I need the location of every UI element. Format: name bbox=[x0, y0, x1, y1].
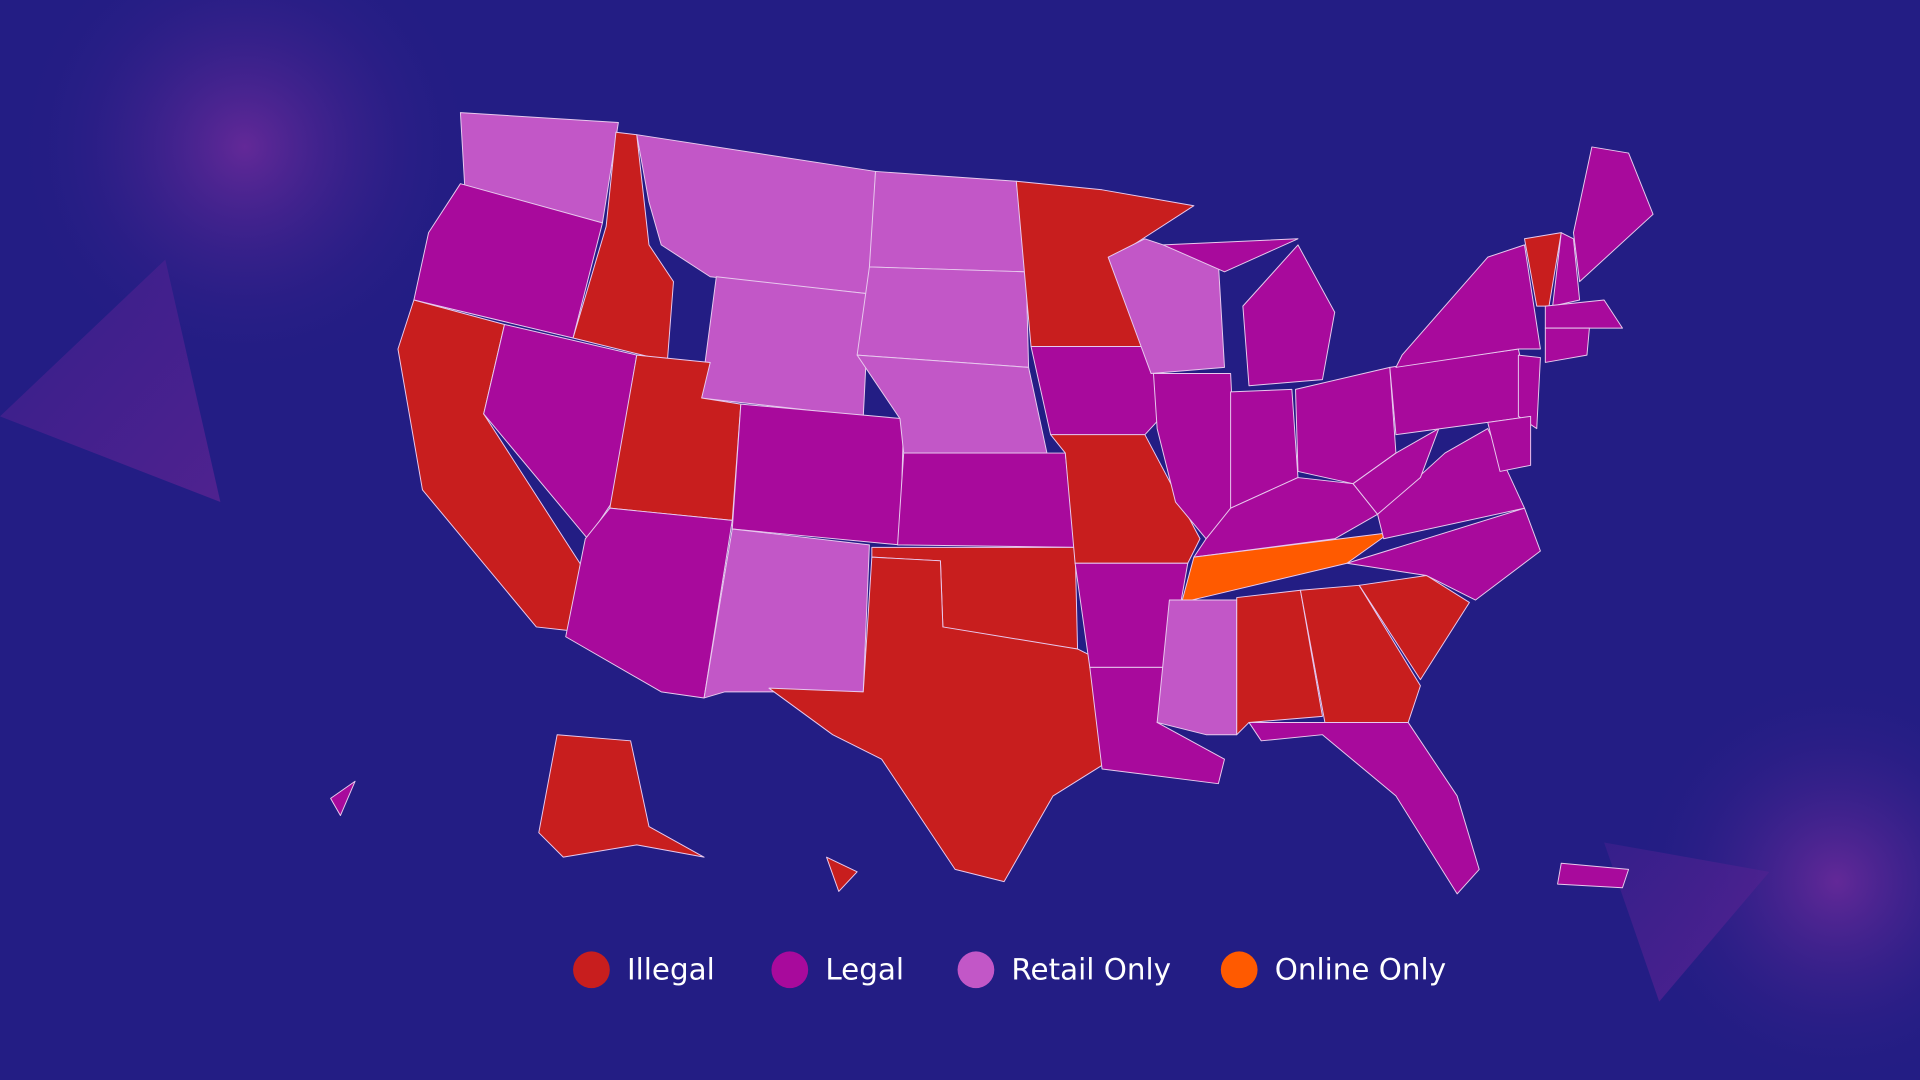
legend-swatch bbox=[957, 951, 995, 989]
state bbox=[1517, 354, 1541, 430]
legend: Illegal Legal Retail Only Online Only bbox=[573, 951, 1446, 989]
state bbox=[1107, 238, 1225, 374]
state bbox=[1236, 589, 1323, 736]
state bbox=[699, 276, 870, 417]
glow bbox=[12, 0, 478, 380]
state bbox=[1242, 244, 1336, 387]
state bbox=[565, 507, 733, 699]
legend-swatch bbox=[771, 951, 809, 989]
state bbox=[1395, 244, 1541, 368]
state bbox=[826, 856, 858, 892]
glow bbox=[1628, 673, 1920, 1080]
state bbox=[1162, 238, 1299, 273]
state bbox=[1544, 299, 1623, 329]
legend-label: Illegal bbox=[627, 953, 715, 987]
state bbox=[703, 528, 870, 699]
decor-triangle bbox=[0, 259, 221, 503]
state bbox=[1544, 327, 1590, 363]
state bbox=[897, 452, 1076, 548]
state bbox=[1487, 415, 1532, 472]
state bbox=[413, 183, 603, 339]
legend-label: Online Only bbox=[1275, 953, 1446, 987]
state bbox=[1358, 575, 1470, 681]
legend-label: Retail Only bbox=[1011, 953, 1171, 987]
legend-label: Legal bbox=[825, 953, 904, 987]
legend-swatch bbox=[1220, 951, 1258, 989]
states bbox=[330, 112, 1654, 895]
state bbox=[768, 556, 1103, 883]
state bbox=[868, 170, 1027, 273]
state bbox=[1156, 599, 1238, 736]
state bbox=[1248, 721, 1480, 895]
legend-swatch bbox=[573, 951, 610, 989]
state bbox=[330, 780, 356, 817]
state bbox=[1299, 584, 1421, 723]
state bbox=[731, 403, 905, 546]
state bbox=[1557, 862, 1630, 889]
state bbox=[1346, 507, 1541, 601]
state bbox=[856, 266, 1030, 368]
state bbox=[1572, 146, 1654, 283]
decor-triangle bbox=[1604, 842, 1770, 1002]
state bbox=[1352, 428, 1440, 515]
state bbox=[538, 734, 705, 858]
state bbox=[572, 131, 674, 362]
state bbox=[1552, 232, 1581, 307]
